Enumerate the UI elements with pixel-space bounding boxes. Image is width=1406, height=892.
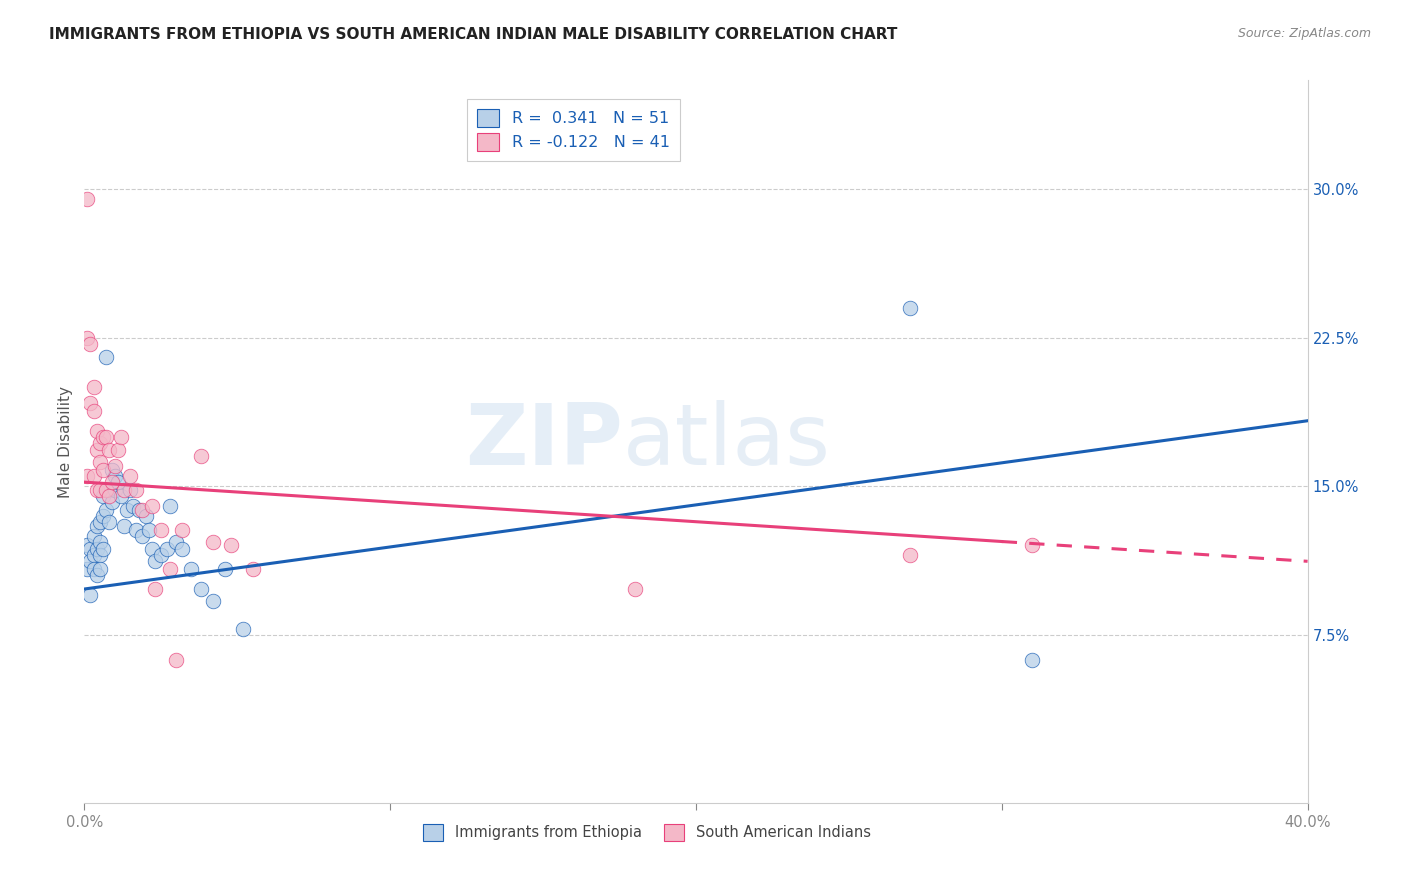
Text: Source: ZipAtlas.com: Source: ZipAtlas.com [1237, 27, 1371, 40]
Text: atlas: atlas [623, 400, 831, 483]
Point [143, 582, 166, 596]
Point [898, 301, 921, 315]
Point [94, 351, 117, 365]
Point [214, 562, 236, 576]
Point [94, 503, 117, 517]
Point [131, 503, 153, 517]
Point [97, 489, 120, 503]
Point [86, 568, 108, 582]
Point [115, 503, 138, 517]
Legend: Immigrants from Ethiopia, South American Indians: Immigrants from Ethiopia, South American… [415, 815, 880, 850]
Point [79, 554, 101, 568]
Point [110, 429, 132, 443]
Point [76, 330, 98, 344]
Point [172, 523, 194, 537]
Point [86, 424, 108, 438]
Point [141, 499, 163, 513]
Point [83, 549, 105, 563]
Point [1021, 653, 1043, 667]
Point [89, 455, 111, 469]
Point [149, 523, 172, 537]
Point [83, 469, 105, 483]
Point [104, 483, 127, 497]
Point [104, 459, 127, 474]
Point [97, 483, 120, 497]
Point [86, 483, 108, 497]
Point [107, 443, 129, 458]
Point [1021, 539, 1043, 553]
Point [125, 523, 148, 537]
Point [141, 542, 163, 557]
Text: IMMIGRANTS FROM ETHIOPIA VS SOUTH AMERICAN INDIAN MALE DISABILITY CORRELATION CH: IMMIGRANTS FROM ETHIOPIA VS SOUTH AMERIC… [49, 27, 897, 42]
Point [83, 404, 105, 418]
Point [135, 508, 157, 523]
Point [138, 523, 160, 537]
Point [91, 429, 114, 443]
Point [83, 528, 105, 542]
Text: ZIP: ZIP [465, 400, 623, 483]
Point [89, 435, 111, 450]
Point [94, 429, 117, 443]
Point [120, 483, 142, 497]
Point [89, 483, 111, 497]
Point [180, 562, 202, 576]
Point [97, 515, 120, 529]
Point [86, 443, 108, 458]
Point [112, 518, 135, 533]
Point [201, 534, 224, 549]
Point [219, 539, 242, 553]
Point [79, 542, 101, 557]
Point [898, 549, 921, 563]
Point [76, 539, 98, 553]
Point [91, 463, 114, 477]
Point [112, 483, 135, 497]
Point [101, 495, 124, 509]
Point [165, 534, 187, 549]
Point [159, 499, 181, 513]
Point [94, 483, 117, 497]
Point [86, 542, 108, 557]
Point [89, 562, 111, 576]
Point [89, 515, 111, 529]
Point [89, 534, 111, 549]
Point [201, 594, 224, 608]
Point [128, 503, 150, 517]
Point [190, 450, 212, 464]
Point [107, 475, 129, 489]
Point [165, 653, 187, 667]
Point [172, 542, 194, 557]
Point [79, 336, 101, 351]
Point [76, 562, 98, 576]
Point [131, 528, 153, 542]
Point [156, 542, 179, 557]
Point [104, 469, 127, 483]
Point [110, 489, 132, 503]
Point [97, 443, 120, 458]
Point [79, 588, 101, 602]
Point [83, 380, 105, 394]
Point [76, 469, 98, 483]
Point [91, 542, 114, 557]
Point [89, 549, 111, 563]
Point [91, 508, 114, 523]
Point [79, 396, 101, 410]
Y-axis label: Male Disability: Male Disability [58, 385, 73, 498]
Point [83, 562, 105, 576]
Point [242, 562, 264, 576]
Point [125, 483, 148, 497]
Point [101, 463, 124, 477]
Point [149, 549, 172, 563]
Point [232, 622, 254, 636]
Point [101, 475, 124, 489]
Point [159, 562, 181, 576]
Point [76, 192, 98, 206]
Point [190, 582, 212, 596]
Point [122, 499, 145, 513]
Point [120, 469, 142, 483]
Point [91, 489, 114, 503]
Point [624, 582, 647, 596]
Point [143, 554, 166, 568]
Point [86, 518, 108, 533]
